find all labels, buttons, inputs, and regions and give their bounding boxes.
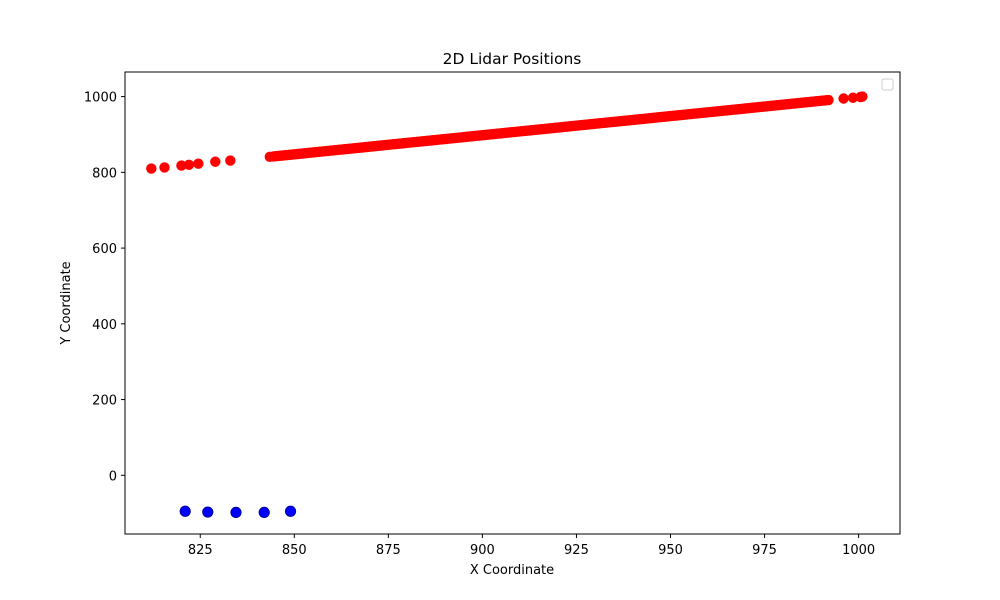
data-point <box>176 160 187 171</box>
y-tick-label: 200 <box>92 394 117 409</box>
x-tick-label: 1000 <box>842 543 875 558</box>
data-point <box>146 163 157 174</box>
x-tick-label: 825 <box>188 543 213 558</box>
data-point <box>823 94 834 106</box>
data-point <box>159 162 170 173</box>
data-point <box>284 505 297 517</box>
data-point <box>225 155 236 166</box>
data-point <box>193 158 204 169</box>
x-tick-label: 850 <box>282 543 307 558</box>
data-point <box>210 156 221 167</box>
y-tick-label: 600 <box>92 242 117 257</box>
data-point <box>847 92 859 103</box>
x-tick-label: 900 <box>470 543 495 558</box>
x-tick-label: 975 <box>752 543 777 558</box>
y-tick-label: 800 <box>92 166 117 181</box>
y-tick-label: 400 <box>92 318 117 333</box>
chart-title: 2D Lidar Positions <box>443 50 582 68</box>
y-tick-label: 1000 <box>84 91 117 106</box>
data-point <box>855 91 866 103</box>
x-axis: 825 850 875 900 925 950 975 1000 <box>188 534 875 558</box>
y-axis: 0 200 400 600 800 1000 <box>84 91 125 484</box>
legend <box>881 78 894 91</box>
data-point <box>183 159 195 170</box>
plot-frame <box>124 71 901 535</box>
data-point <box>179 505 191 517</box>
x-tick-label: 925 <box>564 543 589 558</box>
x-tick-label: 950 <box>658 543 683 558</box>
plot-marks <box>146 91 868 519</box>
x-axis-label: X Coordinate <box>470 563 554 578</box>
data-point <box>258 506 270 519</box>
y-tick-label: 0 <box>109 469 117 484</box>
data-point <box>230 506 242 519</box>
data-point <box>838 93 849 104</box>
x-tick-label: 875 <box>376 543 401 558</box>
data-point <box>202 506 214 518</box>
y-axis-label: Y Coordinate <box>59 261 74 345</box>
